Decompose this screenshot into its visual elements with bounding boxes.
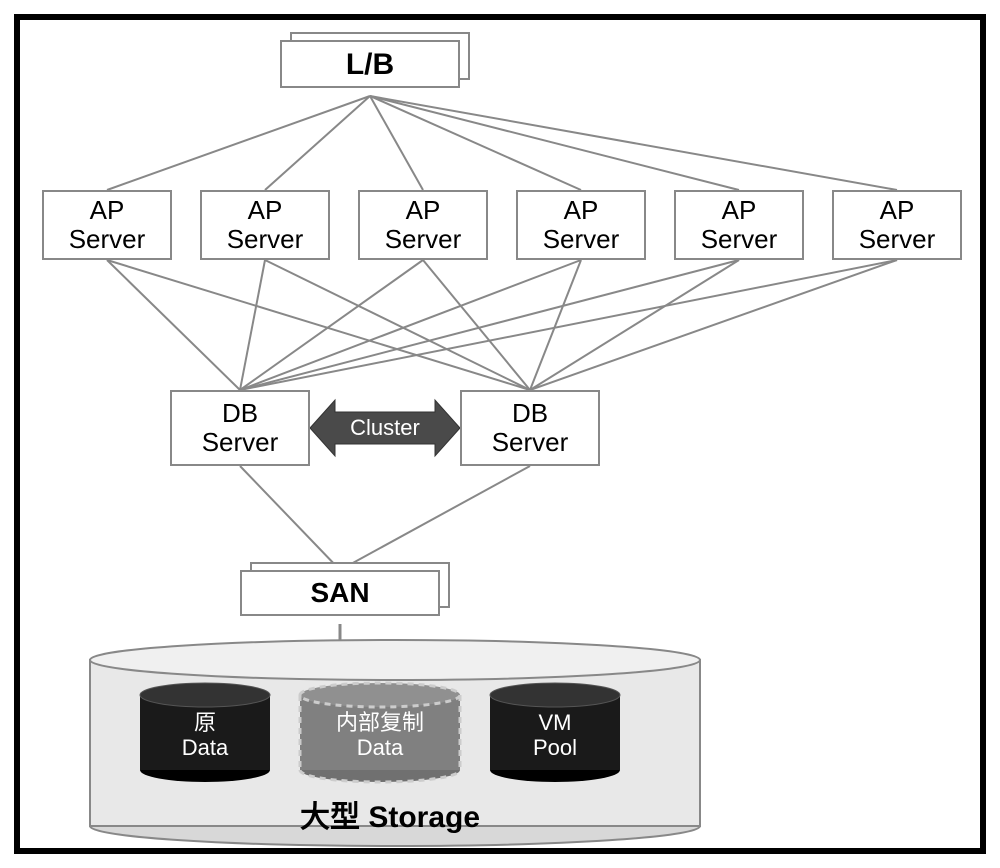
ap3-l1: AP: [406, 196, 441, 225]
san-node: SAN: [240, 570, 440, 616]
cluster-label: Cluster: [346, 415, 424, 441]
cyl-vm-label: VM Pool: [490, 710, 620, 761]
ap-server-3: AP Server: [358, 190, 488, 260]
orig-l2: Data: [182, 735, 228, 760]
db1-l2: Server: [202, 428, 279, 457]
db1-l1: DB: [222, 399, 258, 428]
san-label: SAN: [310, 578, 369, 609]
ap2-l2: Server: [227, 225, 304, 254]
db2-l2: Server: [492, 428, 569, 457]
lb-node: L/B: [280, 40, 460, 88]
diagram-frame: L/B AP Server AP Server AP Server AP Ser…: [0, 0, 1000, 868]
ap-server-6: AP Server: [832, 190, 962, 260]
ap6-l2: Server: [859, 225, 936, 254]
ap4-l2: Server: [543, 225, 620, 254]
ap1-l2: Server: [69, 225, 146, 254]
storage-label: 大型 Storage: [300, 792, 480, 836]
ap-server-2: AP Server: [200, 190, 330, 260]
ap-server-1: AP Server: [42, 190, 172, 260]
ap-server-5: AP Server: [674, 190, 804, 260]
cyl-repl-label: 内部复制 Data: [315, 710, 445, 761]
ap4-l1: AP: [564, 196, 599, 225]
vm-l2: Pool: [533, 735, 577, 760]
repl-l2: Data: [357, 735, 403, 760]
ap5-l2: Server: [701, 225, 778, 254]
db2-l1: DB: [512, 399, 548, 428]
repl-l1: 内部复制: [336, 710, 424, 735]
ap-server-4: AP Server: [516, 190, 646, 260]
lb-label: L/B: [346, 48, 394, 81]
ap5-l1: AP: [722, 196, 757, 225]
ap3-l2: Server: [385, 225, 462, 254]
ap6-l1: AP: [880, 196, 915, 225]
db-server-1: DB Server: [170, 390, 310, 466]
cyl-orig-label: 原 Data: [140, 710, 270, 761]
ap1-l1: AP: [90, 196, 125, 225]
db-server-2: DB Server: [460, 390, 600, 466]
vm-l1: VM: [539, 710, 572, 735]
orig-l1: 原: [194, 710, 216, 735]
ap2-l1: AP: [248, 196, 283, 225]
